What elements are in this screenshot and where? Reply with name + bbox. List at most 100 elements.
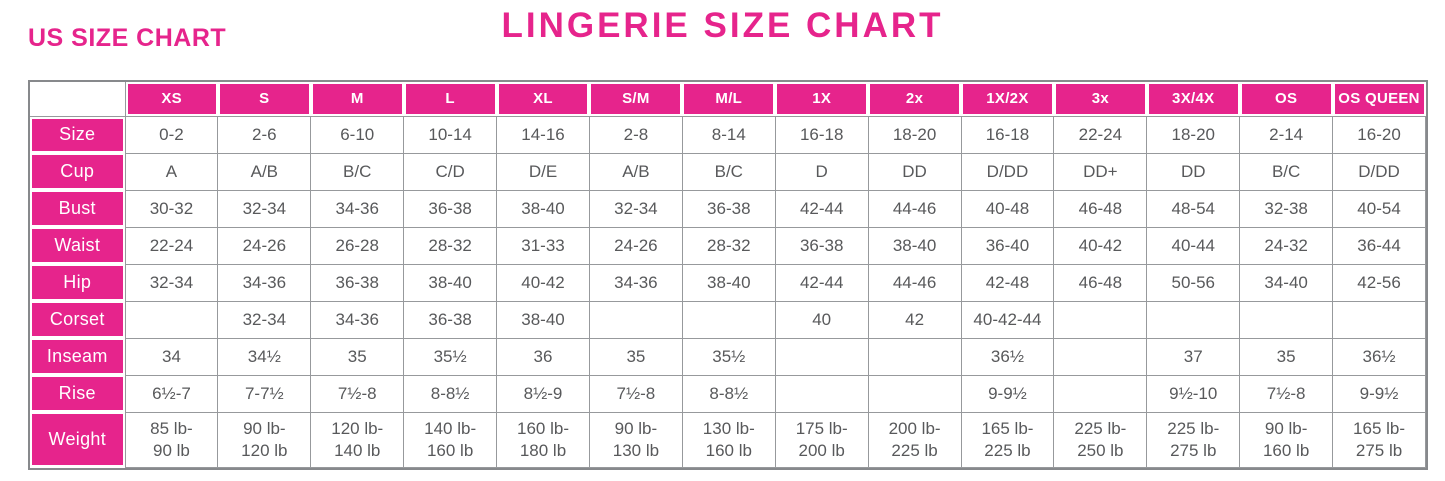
cell-hip-xl: 40-42 <box>496 263 590 302</box>
row-header-cup: Cup <box>30 153 125 190</box>
cell-cup-xs: A <box>124 152 219 191</box>
table-row-cup: Cup A A/B B/C C/D D/E A/B B/C D DD D/DD DD+ DD B/C D/D… <box>30 152 1426 191</box>
cell-inseam-3x <box>1053 337 1148 376</box>
cell-cup-s: A/B <box>217 152 312 191</box>
cell-rise-3x-4x: 9½-10 <box>1146 374 1241 413</box>
column-header-1x: 1X <box>775 82 869 116</box>
column-header-m: M <box>310 82 404 116</box>
row-header-inseam: Inseam <box>30 338 125 375</box>
cell-waist-3x-4x: 40-44 <box>1146 226 1241 265</box>
cell-hip-xs: 32-34 <box>124 263 219 302</box>
column-header-label: 3x <box>1055 84 1145 114</box>
cell-rise-2x <box>867 374 962 413</box>
column-header-m-l: M/L <box>682 82 776 116</box>
page-title: LINGERIE SIZE CHART <box>501 6 944 45</box>
cell-weight-l: 140 lb- 160 lb <box>403 411 498 468</box>
cell-size-os-queen: 16-20 <box>1332 115 1426 154</box>
row-header-hip: Hip <box>30 264 125 301</box>
cell-corset-l: 36-38 <box>403 300 498 339</box>
cell-corset-3x <box>1053 300 1148 339</box>
cell-inseam-m-l: 35½ <box>681 337 776 376</box>
row-header-bust: Bust <box>30 190 125 227</box>
cell-weight-s: 90 lb- 120 lb <box>217 411 312 468</box>
column-header-3x-4x: 3X/4X <box>1146 82 1240 116</box>
cell-bust-s-m: 32-34 <box>588 189 683 228</box>
table-row-hip: Hip 32-34 34-36 36-38 38-40 40-42 34-36 38-40 42… <box>30 263 1426 302</box>
cell-bust-os: 32-38 <box>1239 189 1334 228</box>
cell-corset-m: 34-36 <box>310 300 405 339</box>
cell-rise-3x <box>1053 374 1148 413</box>
row-header-size: Size <box>30 116 125 153</box>
column-header-label: 1X <box>777 84 867 114</box>
column-header-3x: 3x <box>1053 82 1147 116</box>
cell-cup-os-queen: D/DD <box>1332 152 1426 191</box>
cell-size-os: 2-14 <box>1239 115 1334 154</box>
cell-inseam-l: 35½ <box>403 337 498 376</box>
cell-inseam-s: 34½ <box>217 337 312 376</box>
cell-waist-m: 26-28 <box>310 226 405 265</box>
cell-rise-m-l: 8-8½ <box>681 374 776 413</box>
column-header-label: S <box>219 84 309 114</box>
cell-waist-os: 24-32 <box>1239 226 1334 265</box>
cell-hip-s: 34-36 <box>217 263 312 302</box>
cell-corset-2x: 42 <box>867 300 962 339</box>
cell-rise-s-m: 7½-8 <box>588 374 683 413</box>
row-header-waist: Waist <box>30 227 125 264</box>
row-header-corset: Corset <box>30 301 125 338</box>
cell-bust-m: 34-36 <box>310 189 405 228</box>
column-header-row: XS S M L XL S/M M/L 1X 2x 1X/2X 3x 3X/4X OS OS QUEEN <box>30 82 1426 117</box>
cell-bust-xs: 30-32 <box>124 189 219 228</box>
column-header-2x: 2x <box>868 82 962 116</box>
cell-weight-3x: 225 lb- 250 lb <box>1053 411 1148 468</box>
column-header-l: L <box>403 82 497 116</box>
cell-hip-os: 34-40 <box>1239 263 1334 302</box>
row-header-label: Waist <box>32 229 123 262</box>
cell-corset-1x: 40 <box>774 300 869 339</box>
cell-size-s-m: 2-8 <box>588 115 683 154</box>
cell-bust-1x: 42-44 <box>774 189 869 228</box>
cell-waist-s-m: 24-26 <box>588 226 683 265</box>
cell-rise-1x-2x: 9-9½ <box>960 374 1055 413</box>
cell-rise-1x <box>774 374 869 413</box>
row-header-label: Bust <box>32 192 123 225</box>
row-header-label: Corset <box>32 303 123 336</box>
row-header-label: Hip <box>32 266 123 299</box>
cell-cup-xl: D/E <box>496 152 590 191</box>
column-header-os: OS <box>1239 82 1333 116</box>
cell-weight-xs: 85 lb- 90 lb <box>124 411 219 468</box>
cell-rise-xl: 8½-9 <box>496 374 590 413</box>
cell-cup-1x: D <box>774 152 869 191</box>
table-row-weight: Weight 85 lb- 90 lb 90 lb- 120 lb 120 lb- 1… <box>30 411 1426 468</box>
column-header-label: XS <box>127 84 216 114</box>
cell-inseam-1x-2x: 36½ <box>960 337 1055 376</box>
corner-cell <box>30 82 126 117</box>
cell-corset-m-l <box>681 300 776 339</box>
cell-bust-m-l: 36-38 <box>681 189 776 228</box>
table-row-bust: Bust 30-32 32-34 34-36 36-38 38-40 32-34 36-38 4… <box>30 189 1426 228</box>
cell-waist-m-l: 28-32 <box>681 226 776 265</box>
cell-inseam-s-m: 35 <box>588 337 683 376</box>
cell-weight-1x: 175 lb- 200 lb <box>774 411 869 468</box>
column-header-1x-2x: 1X/2X <box>961 82 1054 116</box>
column-header-label: 2x <box>870 84 960 114</box>
cell-waist-3x: 40-42 <box>1053 226 1148 265</box>
cell-inseam-1x <box>774 337 869 376</box>
row-header-weight: Weight <box>30 412 125 467</box>
cell-waist-s: 24-26 <box>217 226 312 265</box>
cell-corset-os-queen <box>1332 300 1426 339</box>
cell-weight-os-queen: 165 lb- 275 lb <box>1332 411 1426 468</box>
cell-waist-1x: 36-38 <box>774 226 869 265</box>
cell-bust-os-queen: 40-54 <box>1332 189 1426 228</box>
cell-hip-m-l: 38-40 <box>681 263 776 302</box>
cell-size-s: 2-6 <box>217 115 312 154</box>
cell-waist-2x: 38-40 <box>867 226 962 265</box>
us-size-chart-heading: US SIZE CHART <box>28 24 227 52</box>
cell-waist-1x-2x: 36-40 <box>960 226 1055 265</box>
cell-inseam-os: 35 <box>1239 337 1334 376</box>
cell-corset-s: 32-34 <box>217 300 312 339</box>
column-header-label: S/M <box>591 84 681 114</box>
column-header-label: XL <box>498 84 588 114</box>
cell-size-xs: 0-2 <box>124 115 219 154</box>
cell-corset-1x-2x: 40-42-44 <box>960 300 1055 339</box>
cell-size-1x-2x: 16-18 <box>960 115 1055 154</box>
